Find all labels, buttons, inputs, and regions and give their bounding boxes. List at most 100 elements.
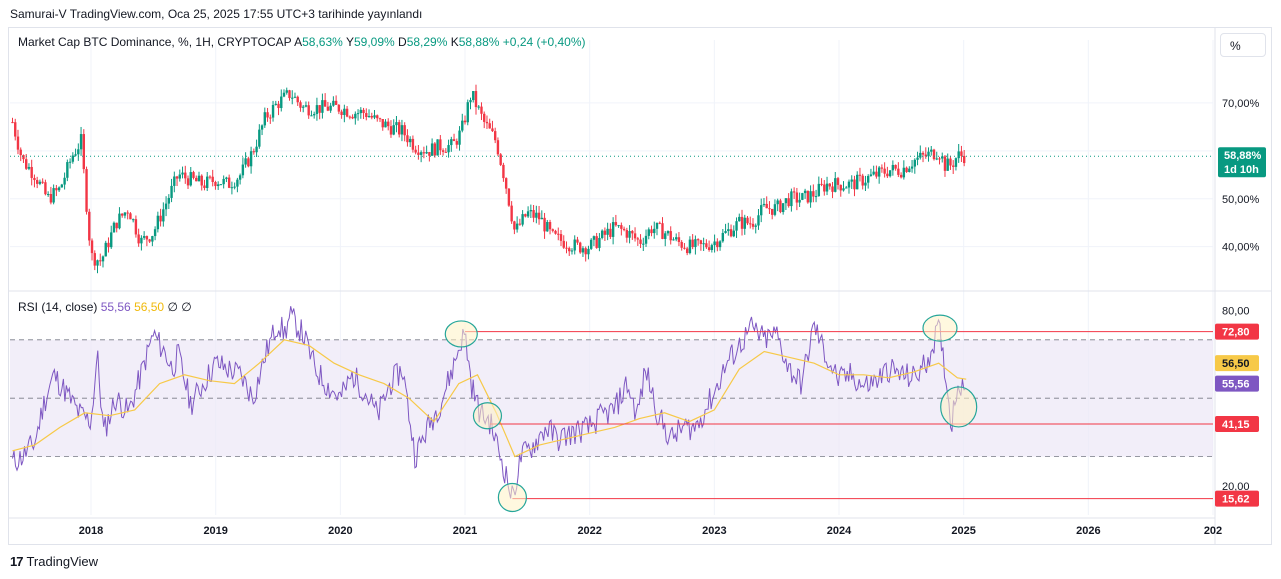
candle-body	[647, 229, 650, 236]
candle-body	[952, 165, 955, 167]
candle-body	[376, 115, 379, 119]
candle-body	[875, 171, 878, 177]
candle-body	[611, 222, 615, 237]
candle-body	[639, 239, 642, 244]
candle-body	[458, 130, 461, 145]
candle-body	[129, 213, 132, 220]
candle-body	[727, 229, 730, 232]
candle-body	[537, 212, 541, 220]
legend-low-label: D	[398, 35, 407, 49]
candle-body	[99, 260, 102, 262]
candle-body	[247, 158, 250, 167]
candle-body	[932, 149, 936, 160]
candle-body	[683, 247, 686, 249]
candle-body	[568, 248, 571, 252]
candle-body	[225, 177, 228, 179]
candle-body	[699, 240, 703, 245]
chart-frame[interactable]	[8, 27, 1272, 545]
candle-body	[469, 100, 472, 103]
candle-body	[784, 198, 788, 204]
candle-body	[633, 233, 637, 239]
candle-body	[921, 152, 925, 155]
candle-body	[576, 239, 579, 243]
candle-body	[170, 185, 173, 198]
candle-body	[430, 143, 434, 156]
candle-body	[90, 240, 94, 254]
candle-body	[115, 222, 118, 229]
candle-body	[864, 182, 867, 186]
candle-body	[447, 145, 450, 153]
candle-body	[924, 154, 927, 157]
candle-body	[856, 174, 859, 190]
candle-body	[834, 178, 837, 192]
candle-body	[916, 157, 919, 160]
candle-body	[60, 184, 64, 188]
candle-body	[740, 216, 744, 229]
candle-body	[694, 239, 697, 248]
candle-body	[222, 178, 225, 185]
candle-body	[140, 237, 143, 244]
candle-body	[680, 241, 683, 248]
candle-body	[450, 139, 453, 146]
candle-body	[249, 151, 253, 167]
candle-body	[310, 115, 313, 117]
candle-body	[373, 115, 376, 118]
candle-body	[293, 96, 297, 98]
candle-body	[579, 242, 582, 253]
candle-body	[30, 166, 33, 178]
candle-body	[25, 159, 28, 169]
candle-body	[41, 181, 44, 183]
percent-scale-button[interactable]: %	[1220, 33, 1266, 57]
candle-body	[337, 104, 341, 112]
rsi-level-label: 15,62	[1222, 494, 1250, 506]
candle-body	[200, 175, 203, 186]
candle-body	[351, 116, 354, 119]
candle-body	[795, 192, 799, 203]
candle-body	[642, 243, 645, 245]
time-tick-label: 2022	[577, 525, 601, 537]
candle-body	[110, 232, 113, 248]
candle-body	[365, 113, 368, 118]
time-tick-label: 2023	[702, 525, 726, 537]
candle-body	[389, 126, 393, 135]
candle-body	[872, 171, 875, 175]
candle-body	[803, 190, 807, 194]
candle-body	[233, 186, 236, 188]
candle-body	[510, 205, 513, 222]
candle-body	[888, 170, 892, 177]
candle-body	[197, 175, 201, 182]
candle-body	[721, 232, 725, 242]
rsi-level-tag	[1215, 490, 1259, 507]
legend-high-value: 59,09%	[353, 35, 395, 49]
candle-body	[636, 238, 640, 240]
rsi-level-label: 41,15	[1222, 419, 1250, 431]
candle-body	[354, 113, 357, 119]
time-tick-label: 2021	[453, 525, 477, 537]
candle-body	[378, 118, 382, 120]
candle-body	[724, 231, 727, 233]
candle-body	[735, 221, 738, 231]
candle-body	[400, 125, 404, 135]
candle-body	[123, 212, 127, 216]
candle-body	[362, 109, 365, 114]
candle-body	[696, 239, 700, 241]
rsi-ma-tag	[1215, 355, 1259, 372]
candle-body	[625, 230, 629, 238]
candle-body	[507, 188, 511, 206]
candle-body	[570, 250, 574, 252]
candle-body	[960, 151, 963, 156]
candle-body	[318, 105, 321, 113]
candle-body	[44, 182, 47, 195]
candle-body	[743, 217, 746, 229]
candle-body	[606, 228, 609, 235]
candle-body	[107, 242, 110, 248]
candle-body	[831, 186, 834, 192]
candle-body	[57, 187, 61, 191]
candle-body	[675, 237, 678, 240]
candle-body	[823, 184, 826, 192]
candle-body	[685, 248, 689, 254]
candle-body	[181, 172, 184, 175]
legend-close-label: K	[450, 35, 459, 49]
candle-body	[299, 102, 302, 108]
